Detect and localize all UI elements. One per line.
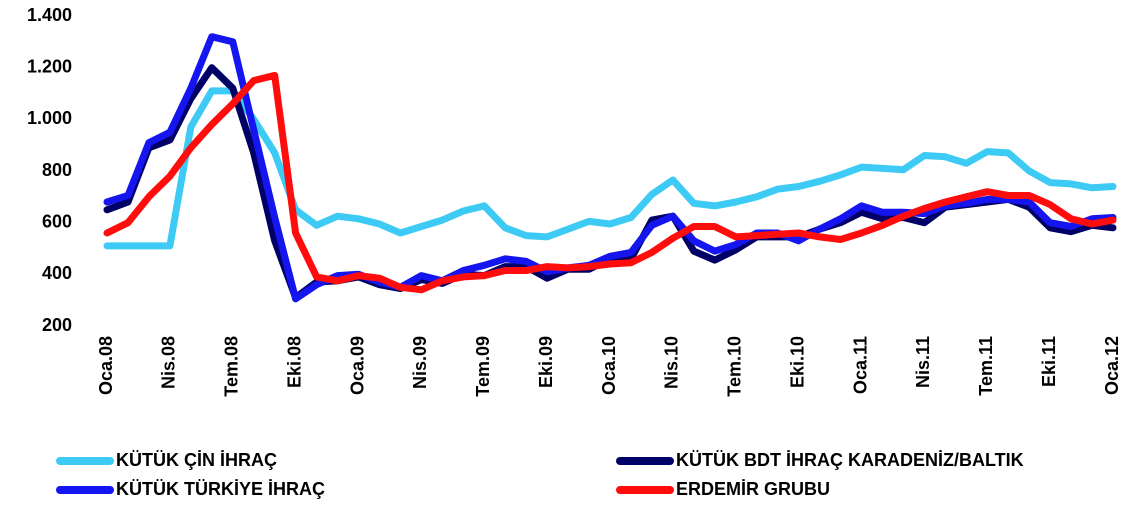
x-tick-label: Eki.10 xyxy=(787,336,807,388)
x-tick-label: Tem.10 xyxy=(725,336,745,397)
x-tick-label: Tem.11 xyxy=(976,336,996,396)
x-tick-label: Nis.09 xyxy=(410,336,430,389)
series-line xyxy=(103,33,1117,303)
x-tick-label: Nis.11 xyxy=(913,336,933,388)
legend-label: KÜTÜK BDT İHRAÇ KARADENİZ/BALTIK xyxy=(676,450,1024,470)
x-tick-label: Oca.08 xyxy=(96,336,116,395)
x-tick-label: Tem.08 xyxy=(222,336,242,397)
y-tick-label: 1.200 xyxy=(27,56,72,76)
legend-label: ERDEMİR GRUBU xyxy=(676,479,830,499)
x-tick-label: Oca.09 xyxy=(347,336,367,395)
y-tick-label: 800 xyxy=(42,160,72,180)
y-tick-label: 400 xyxy=(42,263,72,283)
x-tick-label: Oca.10 xyxy=(599,336,619,395)
x-tick-label: Oca.12 xyxy=(1102,336,1122,395)
x-tick-label: Eki.09 xyxy=(536,336,556,388)
y-tick-label: 1.400 xyxy=(27,5,72,25)
y-tick-label: 600 xyxy=(42,211,72,231)
legend-label: KÜTÜK TÜRKİYE İHRAÇ xyxy=(116,479,325,499)
x-tick-label: Eki.11 xyxy=(1039,336,1059,387)
x-tick-label: Oca.11 xyxy=(850,336,870,394)
y-tick-label: 1.000 xyxy=(27,108,72,128)
x-tick-label: Eki.08 xyxy=(284,336,304,388)
series-line xyxy=(103,87,1117,250)
y-tick-label: 200 xyxy=(42,315,72,335)
x-tick-label: Nis.10 xyxy=(662,336,682,389)
x-tick-label: Nis.08 xyxy=(159,336,179,389)
series-line xyxy=(103,71,1117,294)
x-tick-label: Tem.09 xyxy=(473,336,493,397)
legend-label: KÜTÜK ÇİN İHRAÇ xyxy=(116,450,277,470)
